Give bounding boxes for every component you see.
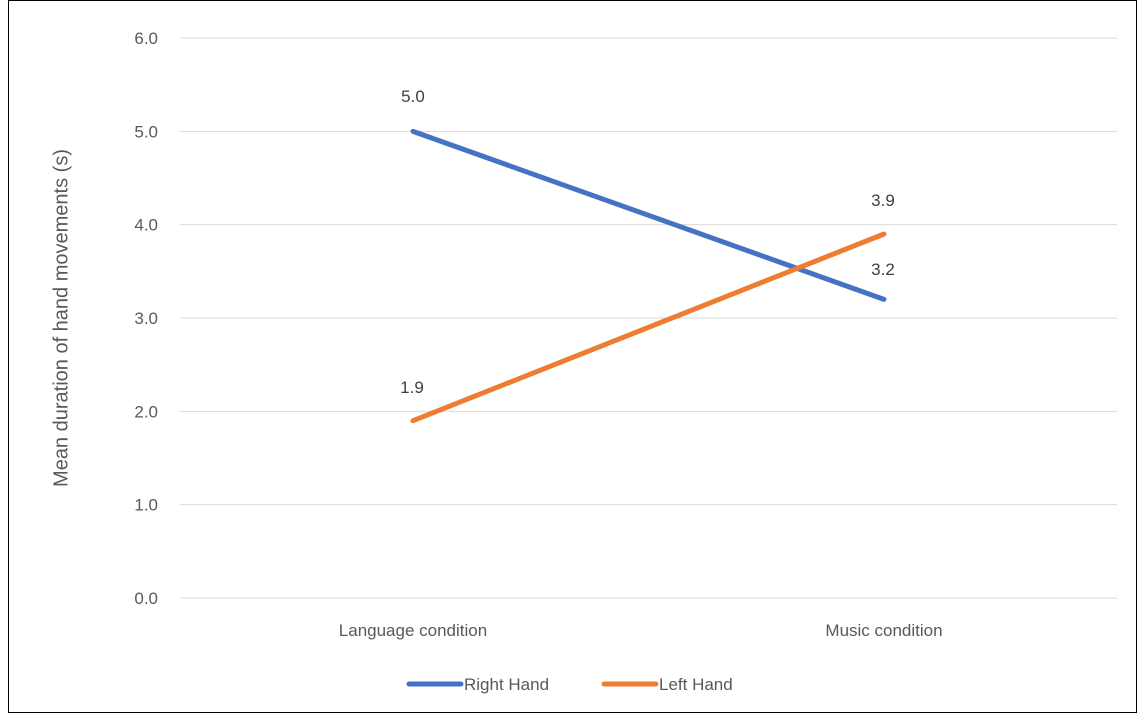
data-label: 3.9	[871, 191, 895, 210]
x-tick-label: Language condition	[339, 621, 487, 640]
y-tick-label: 6.0	[134, 29, 158, 48]
y-axis-title: Mean duration of hand movements (s)	[50, 149, 72, 487]
y-tick-label: 2.0	[134, 402, 158, 421]
gridlines	[180, 37, 1117, 599]
data-labels: 5.0 3.2 1.9 3.9	[400, 87, 895, 397]
data-label: 3.2	[871, 260, 895, 279]
data-label: 1.9	[400, 378, 424, 397]
y-tick-label: 5.0	[134, 122, 158, 141]
legend-label: Left Hand	[659, 675, 733, 694]
legend: Right Hand Left Hand	[406, 675, 733, 694]
y-tick-label: 3.0	[134, 309, 158, 328]
y-tick-label: 1.0	[134, 496, 158, 515]
y-tick-label: 0.0	[134, 589, 158, 608]
x-tick-label: Music condition	[825, 621, 942, 640]
data-label: 5.0	[401, 87, 425, 106]
y-tick-label: 4.0	[134, 216, 158, 235]
right-hand-line	[410, 128, 887, 302]
series-lines	[410, 128, 887, 424]
y-axis-ticks: 0.0 1.0 2.0 3.0 4.0 5.0 6.0	[134, 29, 158, 608]
legend-label: Right Hand	[464, 675, 549, 694]
x-axis-ticks: Language condition Music condition	[339, 621, 943, 640]
left-hand-line	[410, 231, 887, 424]
